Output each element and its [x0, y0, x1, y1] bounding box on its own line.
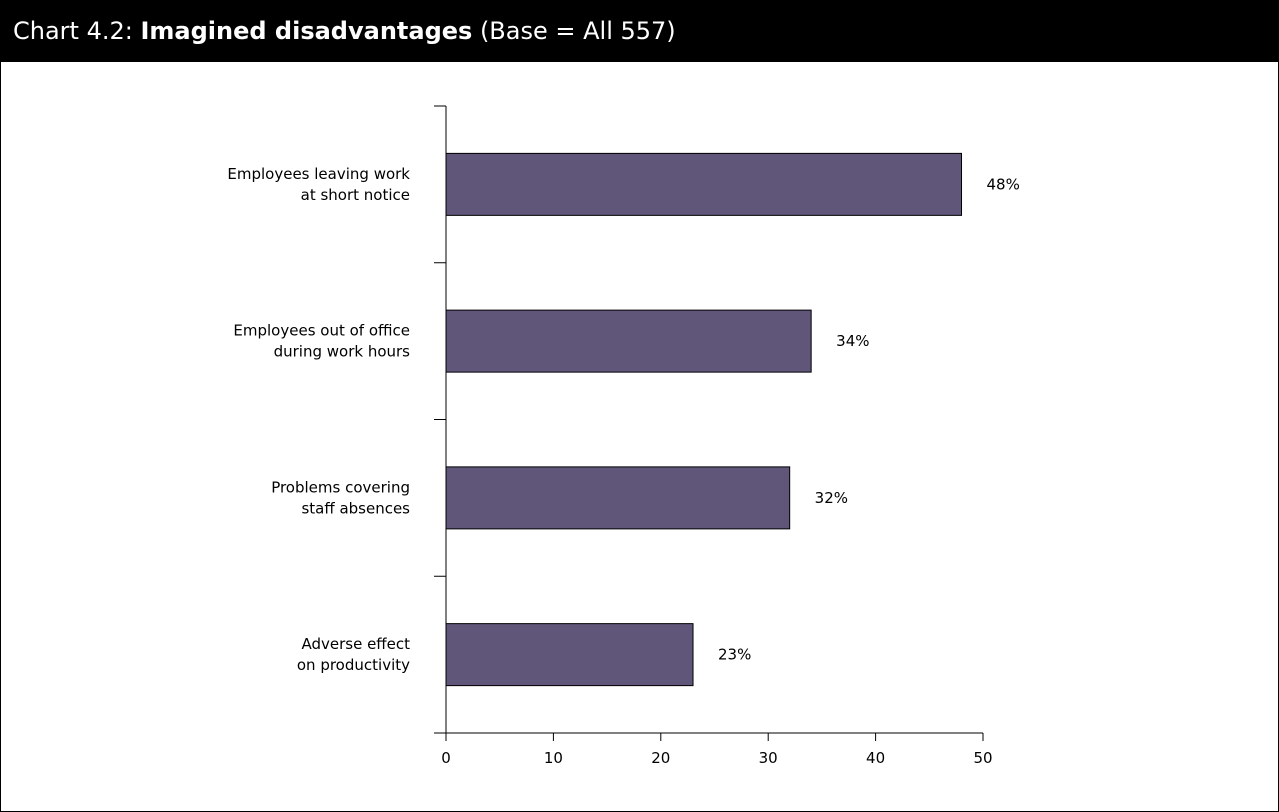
data-label: 34%: [836, 332, 869, 350]
x-tick-label: 10: [544, 749, 563, 767]
chart-title-bar: Chart 4.2: Imagined disadvantages (Base …: [1, 1, 1278, 62]
category-label: Problems covering: [271, 478, 410, 496]
category-label: Employees leaving work: [227, 165, 410, 183]
category-label: on productivity: [297, 656, 410, 674]
x-tick-label: 40: [866, 749, 885, 767]
x-tick-label: 30: [759, 749, 778, 767]
x-tick-label: 50: [973, 749, 992, 767]
category-label: staff absences: [301, 499, 410, 517]
bar-chart: 48% Employees leaving work at short notice…: [227, 105, 1020, 767]
bar: [445, 466, 791, 530]
data-label: 32%: [815, 489, 848, 507]
chart-title-prefix: Chart 4.2:: [13, 17, 141, 45]
bar: [445, 623, 694, 687]
x-tick-label: 20: [651, 749, 670, 767]
data-label: 48%: [987, 175, 1020, 193]
category-label: at short notice: [301, 186, 410, 204]
bar: [445, 152, 963, 216]
category-label: Adverse effect: [301, 635, 410, 653]
category-label: Employees out of office: [233, 322, 410, 340]
chart-title-bold: Imagined disadvantages: [140, 17, 473, 45]
chart-title-suffix: (Base = All 557): [472, 17, 676, 45]
bar: [445, 309, 812, 373]
data-label: 23%: [718, 646, 751, 664]
x-tick-label: 0: [441, 749, 451, 767]
category-label: during work hours: [274, 343, 411, 361]
